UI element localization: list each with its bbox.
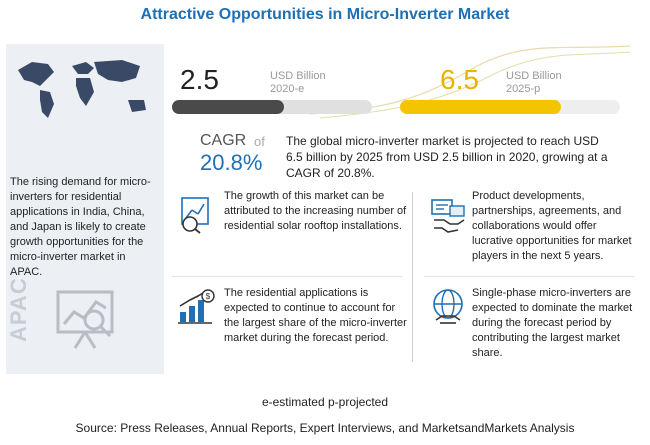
card-text-partnerships: Product developments, partnerships, agre… — [472, 190, 632, 262]
globe-icon — [433, 289, 463, 324]
footnote: e-estimated p-projected — [261, 395, 389, 409]
horizontal-divider — [424, 276, 634, 277]
page-title: Attractive Opportunities in Micro-Invert… — [140, 6, 510, 23]
rising-chart-icon: $ — [178, 289, 215, 324]
vertical-divider — [412, 192, 413, 362]
market-value-2025: 6.5 — [440, 64, 479, 95]
year-label: 2025-p — [506, 83, 541, 95]
value-bar-2025-fill — [400, 100, 561, 114]
cagr-of-label: of — [254, 134, 265, 149]
unit-label: USD Billion — [270, 70, 326, 82]
world-map-icon — [18, 60, 146, 118]
market-value-2020-unit: USD Billion 2020-e — [270, 70, 326, 96]
value-bar-2020-fill — [172, 100, 284, 114]
horizontal-divider — [172, 276, 402, 277]
card-text-single-phase: Single-phase micro-inverters are expecte… — [472, 287, 633, 359]
year-label: 2020-e — [270, 83, 305, 95]
market-value-2020: 2.5 — [180, 64, 219, 95]
source-note: Source: Press Releases, Annual Reports, … — [75, 421, 575, 435]
unit-label: USD Billion — [506, 70, 562, 82]
market-value-2025-unit: USD Billion 2025-p — [506, 70, 562, 96]
svg-text:$: $ — [206, 292, 211, 301]
cagr-value: 20.8% — [200, 150, 263, 175]
region-label: APAC — [6, 277, 31, 342]
partnership-icon — [431, 199, 465, 233]
analytics-board-icon — [56, 290, 114, 349]
region-description: The rising demand for micro-inverters fo… — [10, 176, 151, 278]
solar-growth-icon — [181, 197, 209, 234]
cagr-description: The global micro-inverter market is proj… — [286, 134, 608, 180]
card-text-residential: The residential applications is expected… — [224, 287, 407, 344]
cagr-label: CAGR — [200, 132, 247, 149]
card-text-growth: The growth of this market can be attribu… — [224, 190, 407, 232]
